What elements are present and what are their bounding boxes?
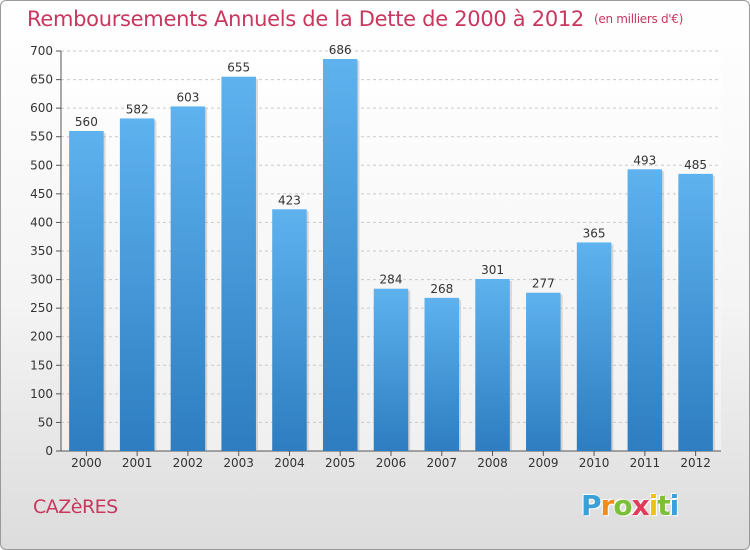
bar-2010	[576, 242, 612, 451]
x-tick-label: 2009	[528, 456, 559, 470]
data-label: 603	[176, 90, 199, 104]
bar-2004	[272, 209, 307, 451]
x-tick-label: 2005	[325, 456, 356, 470]
data-label: 284	[380, 273, 403, 287]
y-tick-label: 50	[38, 415, 53, 429]
proxiti-logo: Proxiti	[581, 489, 680, 522]
y-tick-label: 200	[30, 330, 53, 344]
x-tick-label: 2002	[173, 456, 204, 470]
data-label: 423	[278, 193, 301, 207]
x-tick-label: 2007	[426, 456, 457, 470]
data-label: 686	[329, 43, 352, 57]
y-tick-label: 600	[30, 101, 53, 115]
y-tick-label: 0	[45, 444, 53, 458]
y-tick-label: 100	[30, 387, 53, 401]
data-label: 560	[75, 115, 98, 129]
bar-2000	[69, 131, 104, 451]
data-label: 301	[481, 263, 504, 277]
data-label: 582	[126, 102, 149, 116]
y-tick-label: 350	[30, 244, 53, 258]
y-tick-label: 150	[30, 358, 53, 372]
bar-2005	[322, 59, 358, 451]
bar-2011	[627, 169, 663, 452]
x-tick-label: 2006	[376, 456, 407, 470]
x-tick-label: 2000	[71, 456, 102, 470]
y-tick-label: 500	[30, 158, 53, 172]
bar-2002	[170, 106, 206, 451]
data-label: 277	[532, 277, 555, 291]
y-tick-label: 300	[30, 273, 53, 287]
x-tick-label: 2004	[274, 456, 305, 470]
commune-name: CAZèRES	[33, 496, 118, 518]
bar-2006	[373, 288, 409, 451]
data-label: 655	[227, 61, 250, 75]
chart-title: Remboursements Annuels de la Dette de 20…	[27, 7, 683, 31]
y-tick-label: 250	[30, 301, 53, 315]
logo-letter: o	[613, 489, 632, 522]
y-tick-label: 400	[30, 215, 53, 229]
x-tick-label: 2001	[122, 456, 153, 470]
data-label: 493	[633, 153, 656, 167]
bar-2003	[221, 76, 256, 451]
logo-letter: i	[669, 489, 680, 522]
data-label: 268	[430, 282, 453, 296]
bar-2012	[678, 173, 713, 451]
y-tick-label: 550	[30, 130, 53, 144]
chart-title-text: Remboursements Annuels de la Dette de 20…	[27, 7, 584, 31]
bar-2008	[475, 279, 510, 451]
chart-subtitle: (en milliers d'€)	[594, 12, 684, 26]
y-tick-label: 450	[30, 187, 53, 201]
data-label: 365	[583, 226, 606, 240]
x-tick-label: 2003	[223, 456, 254, 470]
logo-letter: t	[657, 489, 670, 522]
bar-2007	[424, 297, 460, 451]
logo-letter: i	[648, 489, 659, 522]
bar-2009	[526, 292, 561, 451]
x-tick-label: 2011	[630, 456, 661, 470]
logo-letter: r	[600, 489, 615, 522]
x-tick-label: 2010	[579, 456, 610, 470]
x-tick-label: 2012	[680, 456, 711, 470]
y-tick-label: 700	[30, 44, 53, 58]
logo-letter: x	[631, 489, 650, 522]
logo-letter: P	[581, 489, 602, 522]
data-label: 485	[684, 158, 707, 172]
y-tick-label: 650	[30, 73, 53, 87]
x-tick-label: 2008	[477, 456, 508, 470]
bar-2001	[119, 118, 155, 451]
